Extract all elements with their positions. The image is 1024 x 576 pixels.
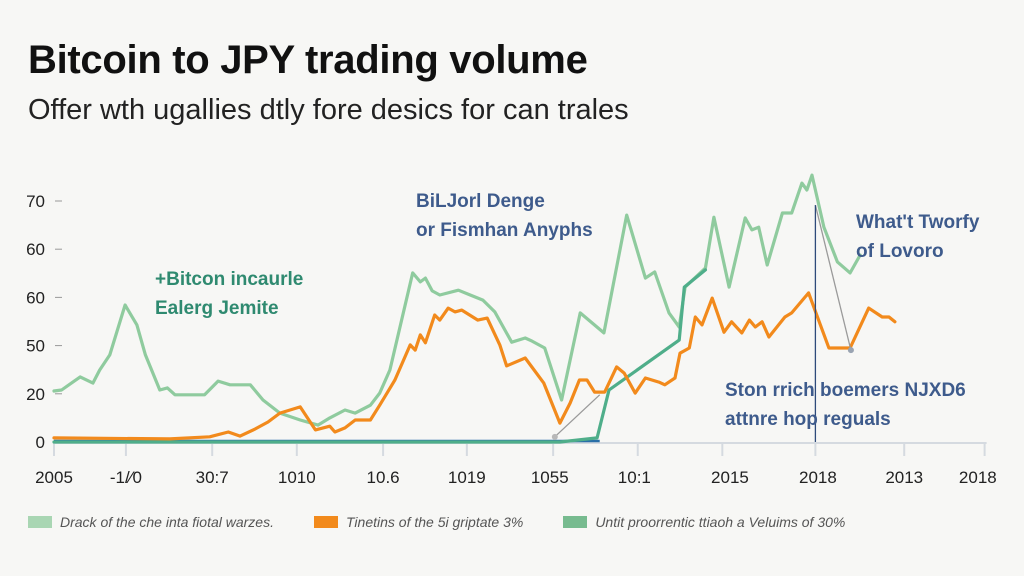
series-line-2	[52, 268, 708, 444]
x-tick-label: 1019	[448, 468, 486, 487]
annotation-connector-line	[554, 394, 601, 438]
y-tick-label: 70	[26, 192, 45, 211]
annotation-bottom-right: Ston rrich boemers NJXD6 attnre hop regu…	[725, 376, 966, 434]
annotation-line: Ealerg Jemite	[155, 298, 279, 319]
legend-item: Tinetins of the 5i griptate 3%	[314, 514, 523, 530]
annotation-line: or Fismhan Anyphs	[416, 220, 593, 241]
series-line-0	[52, 173, 862, 427]
legend-label: Drack of the che inta fiotal warzes.	[60, 514, 274, 530]
annotation-line: Ston rrich boemers NJXD6	[725, 380, 966, 401]
x-tick-label: 10:1	[618, 468, 651, 487]
legend-label: Tinetins of the 5i griptate 3%	[346, 514, 524, 530]
annotation-top-right: What't Tworfy of Lovoro	[856, 208, 979, 266]
annotation-line: of Lovoro	[856, 241, 944, 262]
annotation-left: +Bitcon incaurle Ealerg Jemite	[155, 265, 303, 323]
x-tick-label: 2015	[711, 468, 749, 487]
chart-title: Bitcoin to JPY trading volume	[28, 38, 588, 82]
x-tick-label: 2018	[959, 468, 997, 487]
annotation-top-center: BiLJorl Denge or Fismhan Anyphs	[416, 187, 593, 245]
legend-swatch	[563, 516, 588, 528]
annotation-line: +Bitcon incaurle	[155, 269, 304, 290]
y-tick-label: 0	[36, 433, 45, 452]
y-tick-label: 60	[26, 288, 45, 307]
annotation-marker	[551, 433, 558, 440]
x-tick-label: 1010	[278, 468, 316, 487]
x-tick-label: 10.6	[367, 468, 400, 487]
chart-subtitle: Offer wth ugallies dtly fore desics for …	[28, 94, 629, 126]
annotation-line: attnre hop reguals	[725, 409, 891, 430]
y-tick-label: 60	[26, 240, 45, 259]
legend-swatch	[28, 516, 52, 528]
annotation-line: What't Tworfy	[856, 212, 980, 233]
x-tick-label: 2005	[35, 468, 73, 487]
y-tick-label: 20	[26, 385, 45, 404]
annotation-connector-line	[814, 204, 852, 351]
y-tick-label: 50	[26, 337, 45, 356]
x-tick-label: -1/⁄0	[110, 468, 142, 487]
legend-item: Untit proorrentic ttiaoh a Veluims of 30…	[563, 514, 845, 530]
annotation-line: BiLJorl Denge	[416, 191, 545, 212]
x-tick-label: 30:7	[196, 468, 229, 487]
x-tick-label: 2013	[885, 468, 923, 487]
x-tick-label: 2018	[799, 468, 837, 487]
annotation-marker	[847, 347, 854, 354]
legend-swatch	[314, 516, 338, 528]
legend-label: Untit proorrentic ttiaoh a Veluims of 30…	[595, 514, 846, 530]
chart-legend: Drack of the che inta fiotal warzes. Tin…	[28, 514, 845, 530]
x-tick-label: 1055	[531, 468, 569, 487]
legend-item: Drack of the che inta fiotal warzes.	[28, 514, 274, 530]
series-line-1	[52, 291, 897, 441]
